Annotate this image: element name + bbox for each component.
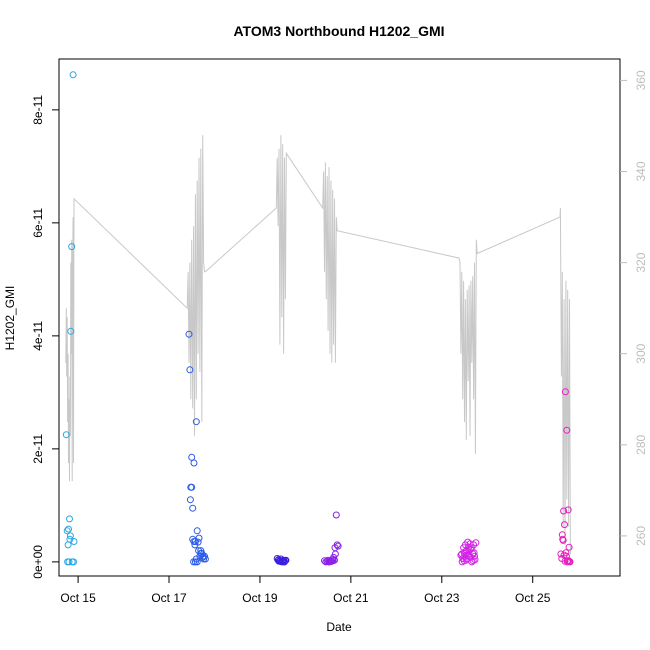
data-point: [66, 532, 74, 540]
data-point: [68, 243, 76, 251]
x-axis: Oct 15 Oct 17 Oct 19 Oct 21 Oct 23 Oct 25: [60, 576, 551, 605]
data-point: [65, 525, 72, 533]
data-point: [332, 511, 340, 519]
data-point: [70, 558, 77, 566]
scatter-points: [62, 71, 574, 566]
data-point: [69, 71, 77, 79]
x-axis-label: Date: [326, 620, 352, 634]
y-tick-label: 4e-11: [31, 321, 45, 351]
secondary-line-series: [65, 135, 572, 555]
y-tick-label: 0e+00: [31, 545, 45, 579]
data-point: [190, 459, 198, 467]
y-tick-label: 8e-11: [31, 95, 45, 125]
y2-tick-label: 280: [634, 434, 648, 454]
y-tick-label: 6e-11: [31, 208, 45, 238]
y2-tick-label: 260: [634, 526, 648, 546]
data-point: [563, 426, 571, 434]
data-point: [195, 534, 203, 542]
data-point: [334, 542, 342, 550]
data-point: [561, 388, 569, 396]
data-point: [189, 504, 197, 512]
scatter-series-2: [185, 330, 209, 566]
data-point: [469, 557, 477, 565]
data-point: [561, 521, 568, 529]
data-point: [188, 453, 196, 461]
data-point: [200, 555, 208, 563]
data-point: [326, 558, 333, 566]
x-tick-label: Oct 17: [151, 591, 187, 605]
y2-tick-label: 320: [634, 252, 648, 272]
y-axis-right: 260 280 300 320 340 360: [620, 70, 648, 546]
data-point: [560, 507, 568, 515]
data-point: [333, 541, 341, 549]
data-point: [470, 549, 478, 557]
data-point: [561, 557, 569, 565]
scatter-series-5: [457, 538, 480, 566]
data-point: [278, 557, 286, 565]
scatter-series-4: [321, 511, 342, 566]
data-point: [193, 527, 201, 535]
y2-tick-label: 340: [634, 161, 648, 181]
data-point: [471, 556, 479, 564]
scatter-series-3: [273, 555, 290, 566]
data-point: [282, 556, 290, 564]
y-tick-label: 2e-11: [31, 434, 45, 464]
data-point: [465, 543, 473, 551]
scatter-series-6: [557, 388, 574, 566]
scatter-series-1: [62, 71, 78, 566]
data-point: [186, 496, 194, 504]
data-point: [192, 418, 200, 426]
data-point: [472, 539, 480, 547]
data-point: [280, 558, 288, 566]
data-point: [70, 538, 78, 545]
data-point: [66, 515, 73, 523]
y-axis-label: H1202_GMI: [3, 286, 17, 351]
plot-frame: [58, 58, 621, 577]
data-point: [466, 552, 473, 560]
x-tick-label: Oct 25: [515, 591, 551, 605]
data-point: [457, 551, 465, 559]
data-point: [192, 555, 200, 563]
y2-tick-label: 300: [634, 343, 648, 363]
data-point: [195, 547, 203, 555]
x-tick-label: Oct 15: [60, 591, 96, 605]
y2-tick-label: 360: [634, 70, 648, 90]
data-point: [559, 536, 567, 544]
data-point: [566, 557, 573, 565]
chart-title: ATOM3 Northbound H1202_GMI: [233, 23, 444, 39]
series-line: [65, 135, 572, 555]
data-point: [562, 549, 570, 557]
data-point: [562, 552, 570, 560]
data-point: [64, 541, 72, 549]
x-tick-label: Oct 21: [333, 591, 369, 605]
y-axis-left: 0e+00 2e-11 4e-11 6e-11 8e-11: [31, 95, 59, 579]
data-point: [65, 558, 73, 566]
data-point: [63, 527, 71, 535]
data-point: [67, 327, 75, 335]
data-point: [62, 431, 70, 439]
x-tick-label: Oct 23: [424, 591, 460, 605]
data-point: [564, 506, 572, 514]
data-point: [186, 366, 194, 374]
data-point: [565, 543, 573, 551]
data-point: [458, 558, 466, 566]
data-point: [185, 330, 193, 338]
data-point: [188, 483, 196, 491]
data-point: [194, 538, 202, 546]
x-tick-label: Oct 19: [242, 591, 278, 605]
